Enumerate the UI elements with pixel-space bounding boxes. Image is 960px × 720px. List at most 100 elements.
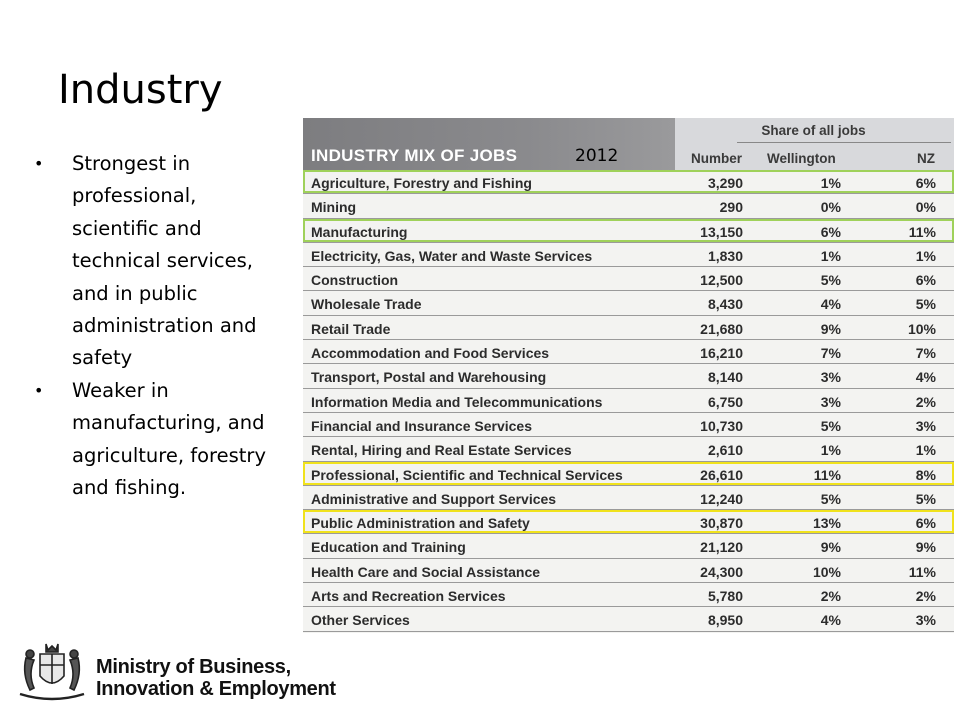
nz-share-cell: 4% xyxy=(915,369,936,386)
number-cell: 21,680 xyxy=(700,320,743,337)
number-cell: 6,750 xyxy=(707,393,743,410)
bullet-list: • Strongest in professional, scientific … xyxy=(32,148,282,504)
nz-share-cell: 3% xyxy=(915,417,936,434)
nz-share-cell: 1% xyxy=(915,442,936,459)
industry-cell: Mining xyxy=(311,199,357,216)
bullet-item: • Weaker in manufacturing, and agricultu… xyxy=(32,375,282,505)
table-row: Other Services 8,950 4% 3% xyxy=(303,607,954,632)
bullet-dot-icon: • xyxy=(34,154,44,173)
wellington-share-cell: 11% xyxy=(813,466,841,483)
number-cell: 24,300 xyxy=(700,563,743,580)
wellington-share-cell: 3% xyxy=(820,369,841,386)
wellington-share-cell: 10% xyxy=(812,563,841,580)
slide-title: Industry xyxy=(58,67,223,113)
industry-cell: Accommodation and Food Services xyxy=(311,345,550,362)
table-row: Information Media and Telecommunications… xyxy=(303,389,954,413)
number-cell: 26,610 xyxy=(700,466,743,483)
wellington-share-cell: 4% xyxy=(820,612,841,629)
nz-share-cell: 9% xyxy=(915,539,936,556)
table-row: Wholesale Trade 8,430 4% 5% xyxy=(303,291,954,316)
nz-share-cell: 5% xyxy=(915,296,936,313)
table-row: Accommodation and Food Services 16,210 7% 7… xyxy=(303,340,954,365)
table-row: Transport, Postal and Warehousing 8,140 3%… xyxy=(303,364,954,389)
number-cell: 12,240 xyxy=(700,490,743,507)
table-row: Professional, Scientific and Technical S… xyxy=(303,462,954,486)
wellington-share-cell: 13% xyxy=(812,515,841,532)
industry-cell: Wholesale Trade xyxy=(311,296,422,313)
nz-share-cell: 11% xyxy=(908,223,936,240)
nz-share-cell: 5% xyxy=(915,490,936,507)
wellington-share-cell: 5% xyxy=(820,272,841,289)
table-row: Rental, Hiring and Real Estate Services 2… xyxy=(303,437,954,462)
industry-cell: Information Media and Telecommunications xyxy=(311,393,603,410)
table-row: Administrative and Support Services 12,24… xyxy=(303,486,954,511)
wellington-share-cell: 9% xyxy=(820,320,841,337)
nz-share-cell: 11% xyxy=(908,563,936,580)
number-cell: 21,120 xyxy=(700,539,743,556)
wellington-share-cell: 6% xyxy=(820,223,841,240)
number-cell: 2,610 xyxy=(707,442,743,459)
wellington-share-cell: 5% xyxy=(820,490,841,507)
bullet-text: Weaker in manufacturing, and agriculture… xyxy=(72,378,266,500)
number-cell: 13,150 xyxy=(700,223,743,240)
number-cell: 1,830 xyxy=(707,247,743,264)
ministry-name-line1: Ministry of Business, xyxy=(96,656,291,678)
table-row: Mining 290 0% 0% xyxy=(303,194,954,219)
industry-cell: Rental, Hiring and Real Estate Services xyxy=(311,442,572,459)
number-cell: 30,870 xyxy=(700,515,743,532)
table-row: Retail Trade 21,680 9% 10% xyxy=(303,316,954,341)
wellington-share-cell: 1% xyxy=(820,247,841,264)
nz-share-cell: 10% xyxy=(907,320,936,337)
ministry-logo: Ministry of Business, Innovation & Emplo… xyxy=(12,640,342,704)
share-header: Share of all jobs xyxy=(761,123,866,138)
table-row: Education and Training 21,120 9% 9% xyxy=(303,534,954,559)
column-header-wellington: Wellington xyxy=(767,151,836,166)
table-row: Public Administration and Safety 30,870 13… xyxy=(303,510,954,535)
number-cell: 8,140 xyxy=(707,369,743,386)
bullet-item: • Strongest in professional, scientific … xyxy=(32,148,282,375)
industry-cell: Public Administration and Safety xyxy=(311,515,530,532)
nz-share-cell: 6% xyxy=(915,272,936,289)
table-row: Agriculture, Forestry and Fishing 3,290 1%… xyxy=(303,170,954,195)
wellington-share-cell: 5% xyxy=(820,417,841,434)
wellington-share-cell: 7% xyxy=(820,345,841,362)
industry-cell: Retail Trade xyxy=(311,320,391,337)
number-cell: 8,430 xyxy=(707,296,743,313)
industry-cell: Education and Training xyxy=(311,539,466,556)
wellington-share-cell: 1% xyxy=(820,175,841,191)
nz-share-cell: 2% xyxy=(915,393,936,410)
table-row: Construction 12,500 5% 6% xyxy=(303,267,954,292)
ministry-name: Ministry of Business, Innovation & Emplo… xyxy=(96,656,336,700)
industry-cell: Administrative and Support Services xyxy=(311,490,557,507)
industry-cell: Other Services xyxy=(311,612,410,629)
nz-share-cell: 2% xyxy=(915,588,936,605)
table-row: Electricity, Gas, Water and Waste Servic… xyxy=(303,243,954,268)
table-year: 2012 xyxy=(575,146,619,166)
column-header-nz: NZ xyxy=(917,151,935,166)
industry-cell: Manufacturing xyxy=(311,223,408,240)
nz-coat-of-arms-icon xyxy=(19,643,85,701)
wellington-share-cell: 3% xyxy=(820,393,841,410)
nz-share-cell: 8% xyxy=(915,466,936,483)
table-body: Agriculture, Forestry and Fishing 3,290 1%… xyxy=(303,170,954,632)
number-cell: 8,950 xyxy=(707,612,743,629)
share-header-rule xyxy=(737,142,951,143)
number-cell: 5,780 xyxy=(707,588,743,605)
bullet-dot-icon: • xyxy=(34,380,44,400)
industry-cell: Arts and Recreation Services xyxy=(311,588,506,605)
nz-share-cell: 6% xyxy=(915,175,936,191)
table-title-band xyxy=(303,118,675,170)
nz-share-cell: 1% xyxy=(915,247,936,264)
bullet-text: Strongest in professional, scientific an… xyxy=(72,152,257,370)
table-row: Financial and Insurance Services 10,730 5%… xyxy=(303,413,954,438)
wellington-share-cell: 1% xyxy=(820,442,841,459)
table-row: Health Care and Social Assistance 24,300 1… xyxy=(303,559,954,584)
industry-cell: Construction xyxy=(311,272,399,289)
table-header: INDUSTRY MIX OF JOBS 2012 Share of all j… xyxy=(303,118,954,170)
number-cell: 10,730 xyxy=(700,417,743,434)
table-title: INDUSTRY MIX OF JOBS xyxy=(311,146,518,165)
industry-cell: Electricity, Gas, Water and Waste Servic… xyxy=(311,247,593,264)
industry-cell: Transport, Postal and Warehousing xyxy=(311,369,547,386)
wellington-share-cell: 0% xyxy=(820,199,841,216)
table-row: Arts and Recreation Services 5,780 2% 2% xyxy=(303,583,954,608)
